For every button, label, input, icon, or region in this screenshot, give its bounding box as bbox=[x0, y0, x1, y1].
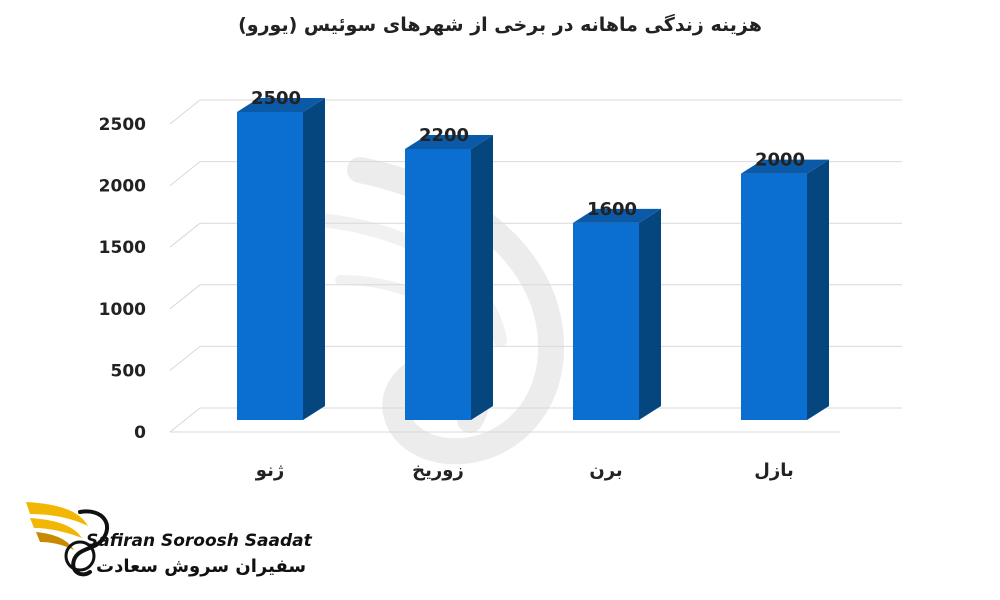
bar-front bbox=[237, 112, 303, 420]
x-tick-label: بازل bbox=[754, 460, 794, 481]
grid-line-diag bbox=[169, 407, 201, 433]
phoenix-wing-icon bbox=[26, 502, 109, 577]
data-label: 2000 bbox=[755, 150, 805, 171]
data-label: 1600 bbox=[587, 199, 637, 220]
x-tick-label: برن bbox=[589, 460, 622, 481]
grid-line-diag bbox=[169, 284, 201, 310]
brand-name-en: Safiran Soroosh Saadat bbox=[86, 531, 312, 551]
chart-title: هزینه زندگی ماهانه در برخی از شهرهای سوئ… bbox=[238, 14, 762, 36]
y-tick-label: 1000 bbox=[99, 300, 146, 320]
brand-name-fa: سفیران سروش سعادت bbox=[96, 556, 307, 577]
x-tick-label: ژنو bbox=[255, 460, 284, 481]
bar bbox=[741, 159, 829, 420]
data-label: 2200 bbox=[419, 125, 469, 146]
y-tick-label: 2000 bbox=[99, 177, 146, 197]
grid-line-diag bbox=[169, 161, 201, 186]
y-tick-label: 0 bbox=[134, 423, 146, 443]
y-tick-label: 1500 bbox=[99, 238, 146, 258]
bar-front bbox=[405, 148, 471, 420]
bar-top bbox=[237, 98, 325, 112]
bar-top bbox=[405, 134, 493, 149]
grid-line-diag bbox=[169, 346, 201, 371]
grid-line-diag bbox=[169, 222, 201, 248]
bar-top bbox=[573, 208, 661, 223]
chart-bars bbox=[237, 98, 829, 420]
bar-side bbox=[303, 98, 325, 420]
bar-top bbox=[741, 159, 829, 174]
y-tick-label: 500 bbox=[111, 361, 147, 381]
bar-side bbox=[471, 134, 493, 420]
x-axis-ticks: ژنو زوریخ برن بازل bbox=[255, 460, 794, 481]
data-labels: 2500 2200 1600 2000 bbox=[251, 88, 805, 220]
bar-side bbox=[807, 159, 829, 420]
x-tick-label: زوریخ bbox=[412, 460, 464, 481]
grid-line-diag bbox=[169, 99, 201, 125]
bar bbox=[405, 134, 493, 420]
bar bbox=[237, 98, 325, 420]
data-label: 2500 bbox=[251, 88, 301, 109]
bar-front bbox=[573, 222, 639, 420]
y-axis-ticks: 0 500 1000 1500 2000 2500 bbox=[99, 115, 146, 443]
y-tick-label: 2500 bbox=[99, 115, 146, 135]
bar-side bbox=[639, 208, 661, 420]
bar bbox=[573, 208, 661, 420]
bar-front bbox=[741, 173, 807, 420]
